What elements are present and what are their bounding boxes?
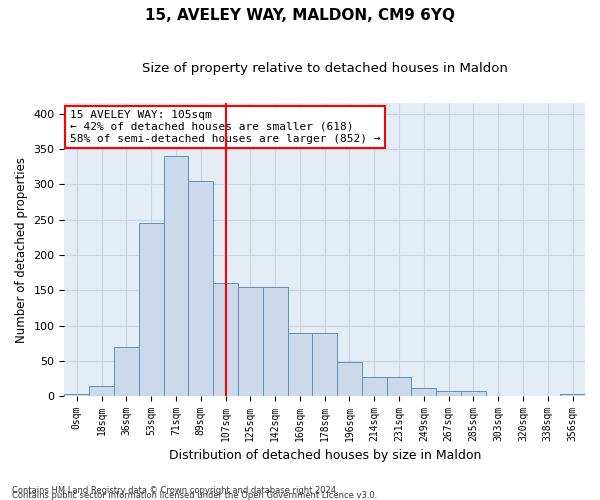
- Bar: [386, 377, 412, 396]
- Bar: [188, 181, 213, 396]
- Bar: [213, 283, 238, 396]
- Bar: [337, 362, 362, 396]
- Bar: [238, 286, 263, 396]
- Bar: [114, 346, 139, 396]
- Bar: [313, 332, 337, 396]
- Bar: [436, 390, 461, 396]
- Bar: [263, 286, 287, 396]
- Bar: [64, 394, 89, 396]
- Bar: [164, 156, 188, 396]
- Bar: [287, 332, 313, 396]
- Text: 15, AVELEY WAY, MALDON, CM9 6YQ: 15, AVELEY WAY, MALDON, CM9 6YQ: [145, 8, 455, 22]
- Bar: [461, 390, 486, 396]
- Bar: [89, 386, 114, 396]
- Title: Size of property relative to detached houses in Maldon: Size of property relative to detached ho…: [142, 62, 508, 76]
- Bar: [560, 394, 585, 396]
- Bar: [362, 377, 386, 396]
- Bar: [412, 388, 436, 396]
- Text: Contains HM Land Registry data © Crown copyright and database right 2024.: Contains HM Land Registry data © Crown c…: [12, 486, 338, 495]
- Y-axis label: Number of detached properties: Number of detached properties: [15, 156, 28, 342]
- Text: Contains public sector information licensed under the Open Government Licence v3: Contains public sector information licen…: [12, 491, 377, 500]
- Text: 15 AVELEY WAY: 105sqm
← 42% of detached houses are smaller (618)
58% of semi-det: 15 AVELEY WAY: 105sqm ← 42% of detached …: [70, 110, 380, 144]
- X-axis label: Distribution of detached houses by size in Maldon: Distribution of detached houses by size …: [169, 450, 481, 462]
- Bar: [139, 223, 164, 396]
